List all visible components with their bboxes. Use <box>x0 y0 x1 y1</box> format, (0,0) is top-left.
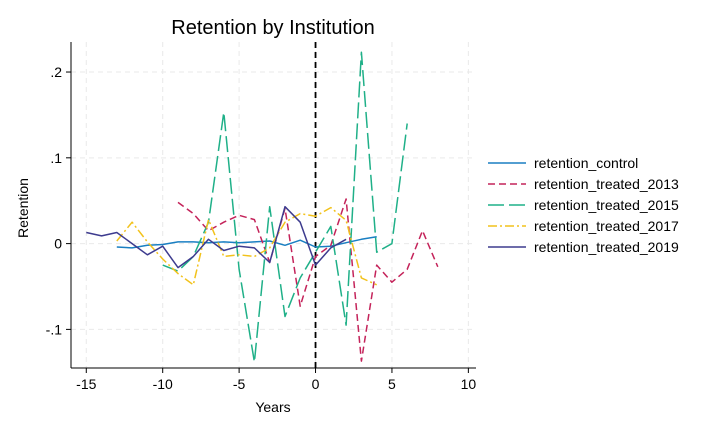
legend-label-retention-treated-2019: retention_treated_2019 <box>534 239 679 255</box>
series-line-retention-treated-2015 <box>162 51 408 363</box>
x-tick-label: -10 <box>153 376 173 392</box>
chart-title: Retention by Institution <box>171 17 374 39</box>
series-line-retention-treated-2019 <box>86 205 347 269</box>
legend-label-retention-treated-2017: retention_treated_2017 <box>534 218 679 234</box>
series-line-retention-treated-2017 <box>116 206 378 286</box>
x-tick-label: 5 <box>388 376 396 392</box>
x-tick-label: -5 <box>233 376 246 392</box>
series-line-retention-control <box>116 235 377 249</box>
y-tick-label: .2 <box>50 64 62 80</box>
y-tick-label: 0 <box>54 236 62 252</box>
legend-label-retention-treated-2013: retention_treated_2013 <box>534 176 679 192</box>
y-axis-label: Retention <box>15 178 31 238</box>
series-layer <box>86 51 439 363</box>
x-axis-label: Years <box>255 399 290 415</box>
x-tick-label: -15 <box>76 376 96 392</box>
legend-label-retention-control: retention_control <box>534 155 638 171</box>
y-tick-label: -.1 <box>46 321 63 337</box>
legend: retention_control retention_treated_2013r… <box>488 155 679 255</box>
grid <box>71 42 476 368</box>
y-tick-label: .1 <box>50 150 62 166</box>
x-tick-label: 10 <box>461 376 477 392</box>
x-tick-label: 0 <box>312 376 320 392</box>
axes: -15 -10 -5 0 5 10 -.1 0 .1 .2 <box>46 42 477 392</box>
legend-label-retention-treated-2015: retention_treated_2015 <box>534 197 679 213</box>
series-line-retention-treated-2013 <box>177 198 439 362</box>
